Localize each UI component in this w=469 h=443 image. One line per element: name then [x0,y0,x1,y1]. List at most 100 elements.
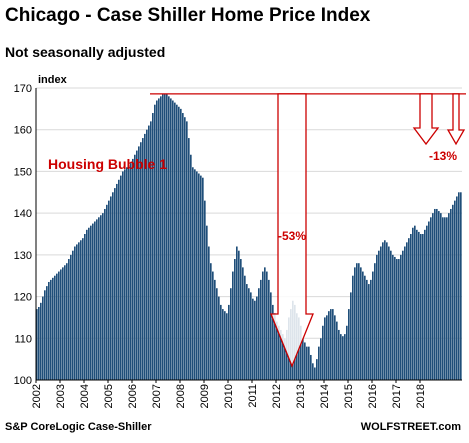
bar [42,296,44,380]
bar [360,267,362,380]
bar [452,204,454,380]
bar [62,267,64,380]
bar [118,179,120,380]
bar [214,279,216,380]
bar [250,292,252,380]
bar [46,286,48,380]
bar [398,259,400,380]
x-tick-label: 2002 [31,384,43,408]
bar [314,367,316,380]
bar [348,309,350,380]
bar [412,227,414,380]
bar [222,309,224,380]
bar [228,304,230,380]
decline-arrow-13a [412,93,440,146]
bar [442,217,444,380]
x-tick-label: 2016 [367,384,379,408]
bar [160,96,162,380]
bar [276,321,278,380]
bar [254,300,256,380]
bar [424,229,426,380]
bar [170,98,172,381]
bar [362,271,364,380]
bar [88,227,90,380]
bar [258,288,260,380]
bar [106,204,108,380]
bar [354,267,356,380]
bar [266,271,268,380]
bar [242,267,244,380]
bar [396,259,398,380]
y-tick-label: 160 [14,125,32,137]
decline-arrow-13b [446,93,466,146]
bar [102,213,104,380]
bar [178,106,180,381]
bar [320,338,322,380]
bar [240,259,242,380]
x-tick-label: 2003 [55,384,67,408]
bar [444,217,446,380]
bar [158,98,160,381]
bar [430,217,432,380]
bar [84,234,86,380]
bar [50,279,52,380]
decline-arrow-53 [270,93,314,368]
bar [194,169,196,380]
bar [454,200,456,380]
bar [322,325,324,380]
bar [384,240,386,380]
x-tick-label: 2006 [127,384,139,408]
bar [44,290,46,380]
bar [342,336,344,380]
bar [182,113,184,380]
bar [38,307,40,380]
bar [126,167,128,380]
bar [418,231,420,380]
bar [458,192,460,380]
bar [186,121,188,381]
bar [368,284,370,380]
y-tick-label: 130 [14,250,32,262]
bar-series [36,94,462,381]
x-tick-label: 2005 [103,384,115,408]
bar [390,250,392,380]
bar [350,292,352,380]
y-axis-title: index [38,74,68,86]
bar [172,100,174,380]
bar [82,238,84,380]
bar [216,288,218,380]
x-tick-label: 2009 [199,384,211,408]
bar [308,346,310,380]
bar [162,94,164,380]
bar [164,94,166,380]
x-tick-label: 2013 [295,384,307,408]
bar [200,175,202,380]
bar [428,221,430,380]
x-tick-label: 2018 [415,384,427,408]
bar [156,100,158,380]
y-tick-label: 100 [14,375,32,387]
x-tick-label: 2015 [343,384,355,408]
bar [94,221,96,380]
bar [256,296,258,380]
bar [338,329,340,380]
bar [324,317,326,380]
bar [318,346,320,380]
bar [300,325,302,380]
y-tick-label: 140 [14,208,32,220]
bar [286,329,288,380]
bar [120,175,122,380]
bar [260,279,262,380]
bar [210,263,212,380]
bar [406,242,408,380]
bar [144,133,146,380]
bar [414,225,416,380]
annotations: Housing Bubble 1 -53% -13% [48,93,466,368]
bar [326,315,328,380]
bar [400,254,402,380]
bar [336,321,338,380]
bar [190,154,192,380]
y-tick-label: 110 [14,333,32,345]
chart-title: Chicago - Case Shiller Home Price Index [5,5,371,26]
bar [306,346,308,380]
